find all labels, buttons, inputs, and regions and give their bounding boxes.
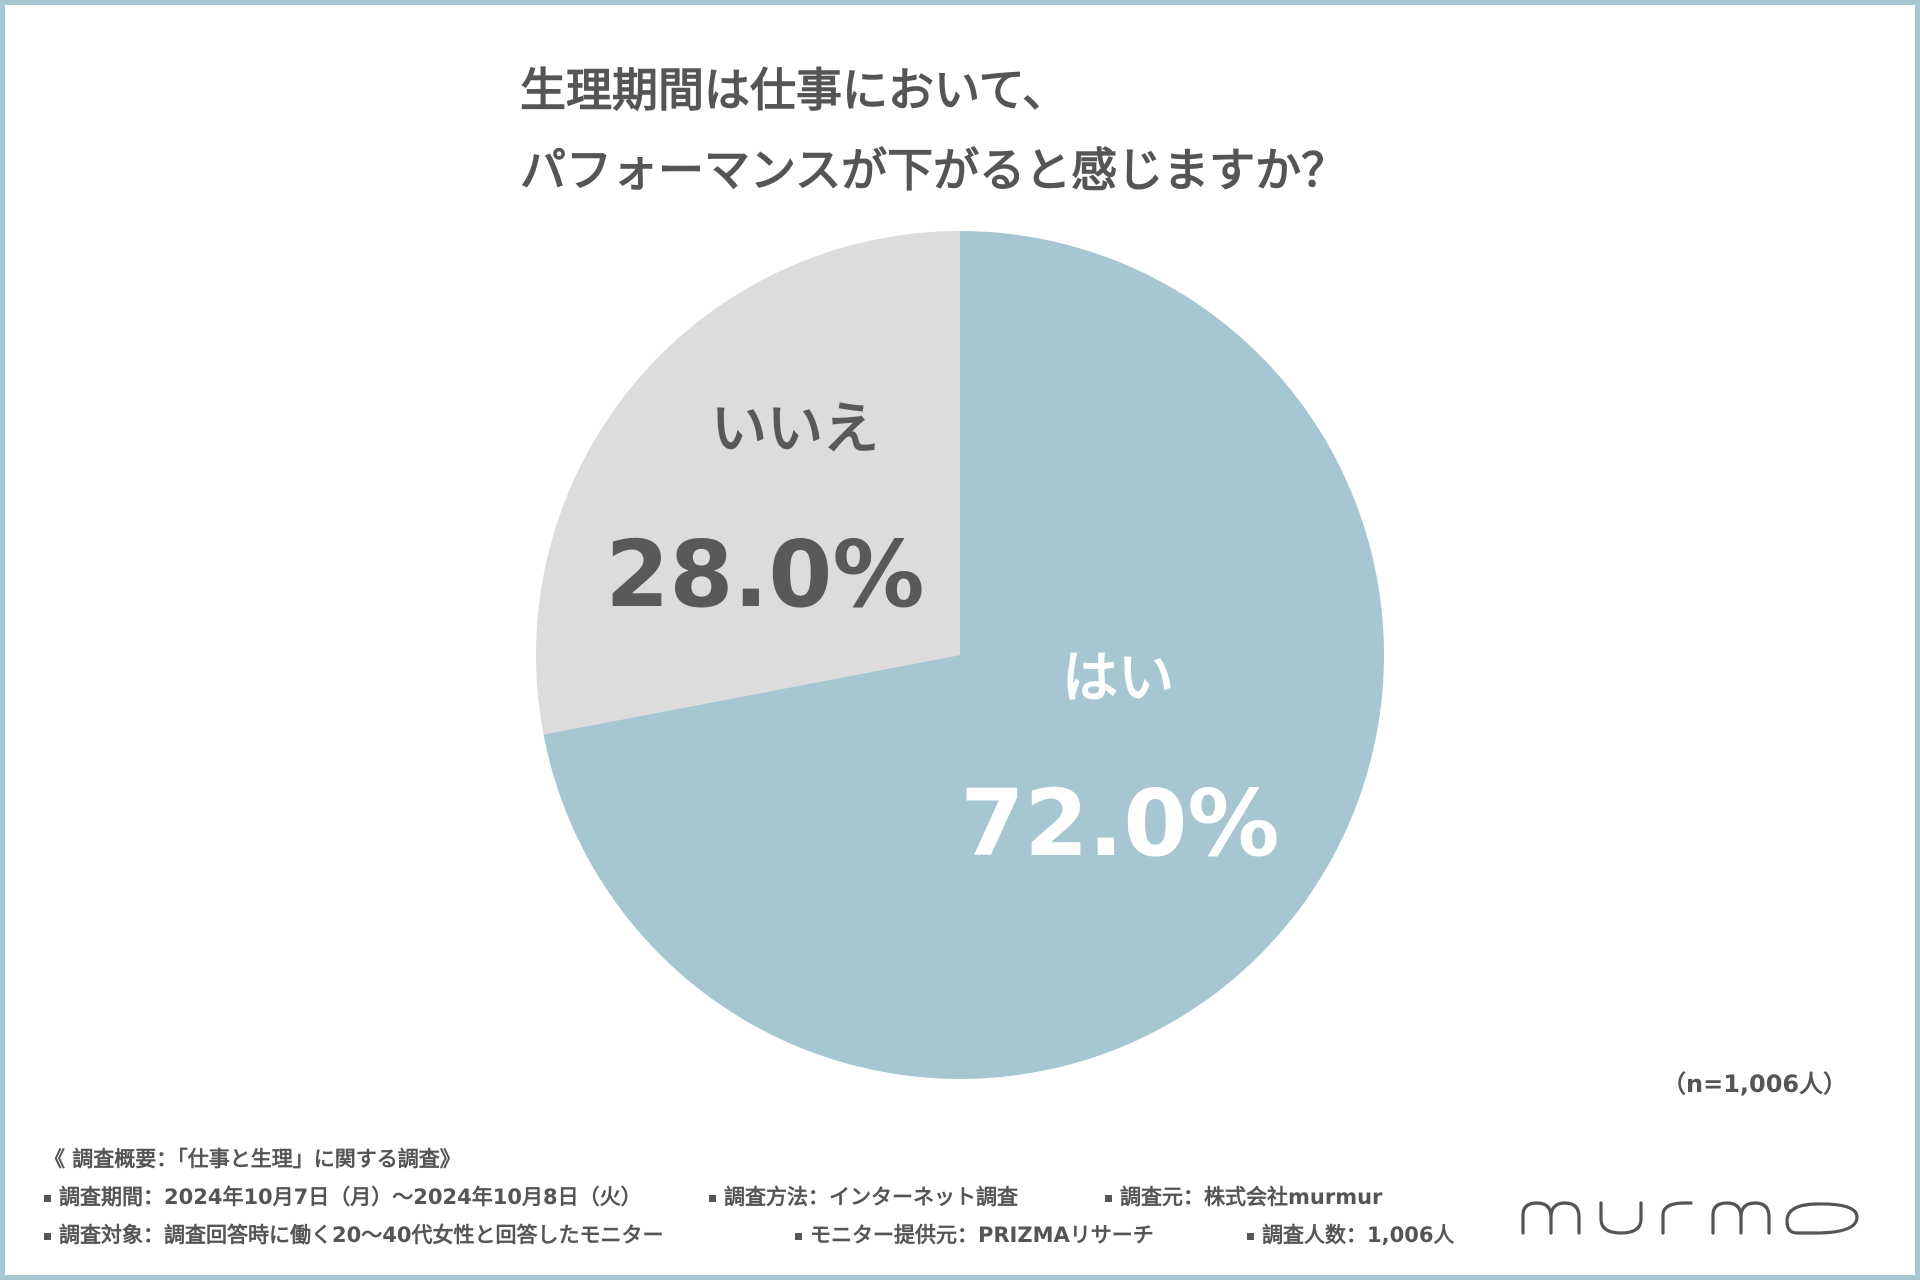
survey-count: 調査人数：1,006人 [1262, 1223, 1455, 1247]
survey-provider-item: モニター提供元：PRIZMAリサーチ [795, 1216, 1247, 1254]
survey-heading: 《 調査概要：「仕事と生理」に関する調査》 [44, 1147, 461, 1171]
chart-title: 生理期間は仕事において、 パフォーマンスが下がると感じますか？ [520, 50, 1347, 210]
survey-source-item: 調査元：株式会社murmur [1105, 1178, 1382, 1216]
bullet [44, 1232, 51, 1240]
bullet [795, 1232, 802, 1240]
survey-count-item: 調査人数：1,006人 [1247, 1216, 1454, 1254]
survey-source: 調査元：株式会社murmur [1120, 1185, 1383, 1209]
survey-overview: 《 調査概要：「仕事と生理」に関する調査》 調査期間：2024年10月7日（月）… [44, 1140, 1454, 1254]
bullet [44, 1194, 51, 1202]
slice-value-no: 28.0% [605, 521, 924, 628]
survey-target: 調査対象：調査回答時に働く20～40代女性と回答したモニター [59, 1223, 664, 1247]
slice-label-no: いいえ [711, 397, 879, 462]
bullet [1247, 1232, 1254, 1240]
title-line-1: 生理期間は仕事において、 [520, 63, 1069, 117]
survey-period: 調査期間：2024年10月7日（月）～2024年10月8日（火） [59, 1185, 642, 1209]
bullet [1105, 1194, 1112, 1202]
survey-provider: モニター提供元：PRIZMAリサーチ [810, 1223, 1154, 1247]
pie-slice-yes [543, 231, 1384, 1079]
bullet [709, 1194, 716, 1202]
title-line-2: パフォーマンスが下がると感じますか？ [520, 143, 1348, 197]
murmo-logo: murmo [1521, 1201, 1859, 1235]
survey-method: 調査方法：インターネット調査 [724, 1185, 1018, 1209]
sample-size: （n=1,006人） [1662, 1070, 1848, 1098]
pie-slice-no [535, 231, 960, 735]
survey-period-item: 調査期間：2024年10月7日（月）～2024年10月8日（火） [44, 1178, 709, 1216]
slice-value-yes: 72.0% [960, 770, 1279, 877]
slice-label-yes: はい [1062, 646, 1174, 711]
survey-method-item: 調査方法：インターネット調査 [709, 1178, 1105, 1216]
survey-target-item: 調査対象：調査回答時に働く20～40代女性と回答したモニター [44, 1216, 795, 1254]
